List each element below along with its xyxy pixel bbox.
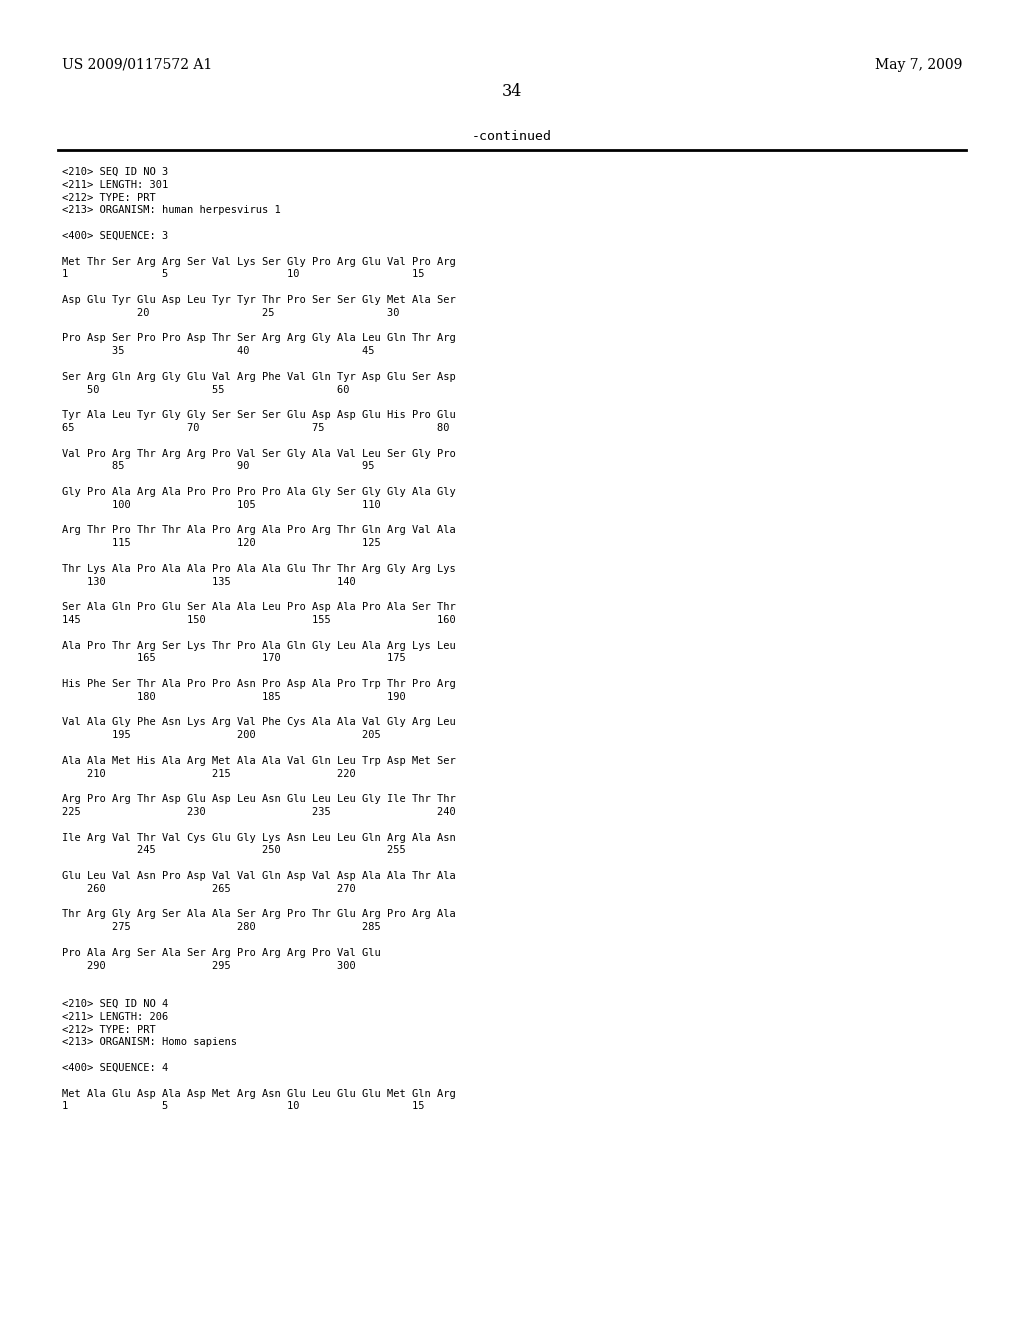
Text: Val Ala Gly Phe Asn Lys Arg Val Phe Cys Ala Ala Val Gly Arg Leu: Val Ala Gly Phe Asn Lys Arg Val Phe Cys …: [62, 717, 456, 727]
Text: <212> TYPE: PRT: <212> TYPE: PRT: [62, 193, 156, 202]
Text: Ile Arg Val Thr Val Cys Glu Gly Lys Asn Leu Leu Gln Arg Ala Asn: Ile Arg Val Thr Val Cys Glu Gly Lys Asn …: [62, 833, 456, 842]
Text: 65                  70                  75                  80: 65 70 75 80: [62, 422, 450, 433]
Text: 245                 250                 255: 245 250 255: [62, 845, 406, 855]
Text: <212> TYPE: PRT: <212> TYPE: PRT: [62, 1024, 156, 1035]
Text: Arg Pro Arg Thr Asp Glu Asp Leu Asn Glu Leu Leu Gly Ile Thr Thr: Arg Pro Arg Thr Asp Glu Asp Leu Asn Glu …: [62, 795, 456, 804]
Text: Glu Leu Val Asn Pro Asp Val Val Gln Asp Val Asp Ala Ala Thr Ala: Glu Leu Val Asn Pro Asp Val Val Gln Asp …: [62, 871, 456, 880]
Text: 50                  55                  60: 50 55 60: [62, 384, 349, 395]
Text: 130                 135                 140: 130 135 140: [62, 577, 355, 586]
Text: 20                  25                  30: 20 25 30: [62, 308, 399, 318]
Text: Pro Ala Arg Ser Ala Ser Arg Pro Arg Arg Pro Val Glu: Pro Ala Arg Ser Ala Ser Arg Pro Arg Arg …: [62, 948, 381, 958]
Text: <213> ORGANISM: human herpesvirus 1: <213> ORGANISM: human herpesvirus 1: [62, 206, 281, 215]
Text: Met Thr Ser Arg Arg Ser Val Lys Ser Gly Pro Arg Glu Val Pro Arg: Met Thr Ser Arg Arg Ser Val Lys Ser Gly …: [62, 256, 456, 267]
Text: Asp Glu Tyr Glu Asp Leu Tyr Tyr Thr Pro Ser Ser Gly Met Ala Ser: Asp Glu Tyr Glu Asp Leu Tyr Tyr Thr Pro …: [62, 294, 456, 305]
Text: Ser Arg Gln Arg Gly Glu Val Arg Phe Val Gln Tyr Asp Glu Ser Asp: Ser Arg Gln Arg Gly Glu Val Arg Phe Val …: [62, 372, 456, 381]
Text: 1               5                   10                  15: 1 5 10 15: [62, 269, 425, 280]
Text: Val Pro Arg Thr Arg Arg Pro Val Ser Gly Ala Val Leu Ser Gly Pro: Val Pro Arg Thr Arg Arg Pro Val Ser Gly …: [62, 449, 456, 458]
Text: 180                 185                 190: 180 185 190: [62, 692, 406, 702]
Text: Gly Pro Ala Arg Ala Pro Pro Pro Pro Ala Gly Ser Gly Gly Ala Gly: Gly Pro Ala Arg Ala Pro Pro Pro Pro Ala …: [62, 487, 456, 498]
Text: Ser Ala Gln Pro Glu Ser Ala Ala Leu Pro Asp Ala Pro Ala Ser Thr: Ser Ala Gln Pro Glu Ser Ala Ala Leu Pro …: [62, 602, 456, 612]
Text: Ala Pro Thr Arg Ser Lys Thr Pro Ala Gln Gly Leu Ala Arg Lys Leu: Ala Pro Thr Arg Ser Lys Thr Pro Ala Gln …: [62, 640, 456, 651]
Text: 165                 170                 175: 165 170 175: [62, 653, 406, 664]
Text: <400> SEQUENCE: 3: <400> SEQUENCE: 3: [62, 231, 168, 242]
Text: Tyr Ala Leu Tyr Gly Gly Ser Ser Ser Glu Asp Asp Glu His Pro Glu: Tyr Ala Leu Tyr Gly Gly Ser Ser Ser Glu …: [62, 411, 456, 420]
Text: <211> LENGTH: 206: <211> LENGTH: 206: [62, 1012, 168, 1022]
Text: Thr Lys Ala Pro Ala Ala Pro Ala Ala Glu Thr Thr Arg Gly Arg Lys: Thr Lys Ala Pro Ala Ala Pro Ala Ala Glu …: [62, 564, 456, 574]
Text: 275                 280                 285: 275 280 285: [62, 923, 381, 932]
Text: <213> ORGANISM: Homo sapiens: <213> ORGANISM: Homo sapiens: [62, 1038, 237, 1047]
Text: <400> SEQUENCE: 4: <400> SEQUENCE: 4: [62, 1063, 168, 1073]
Text: 290                 295                 300: 290 295 300: [62, 961, 355, 970]
Text: Arg Thr Pro Thr Thr Ala Pro Arg Ala Pro Arg Thr Gln Arg Val Ala: Arg Thr Pro Thr Thr Ala Pro Arg Ala Pro …: [62, 525, 456, 536]
Text: 100                 105                 110: 100 105 110: [62, 500, 381, 510]
Text: Thr Arg Gly Arg Ser Ala Ala Ser Arg Pro Thr Glu Arg Pro Arg Ala: Thr Arg Gly Arg Ser Ala Ala Ser Arg Pro …: [62, 909, 456, 920]
Text: May 7, 2009: May 7, 2009: [874, 58, 962, 73]
Text: Met Ala Glu Asp Ala Asp Met Arg Asn Glu Leu Glu Glu Met Gln Arg: Met Ala Glu Asp Ala Asp Met Arg Asn Glu …: [62, 1089, 456, 1098]
Text: 145                 150                 155                 160: 145 150 155 160: [62, 615, 456, 624]
Text: <210> SEQ ID NO 4: <210> SEQ ID NO 4: [62, 999, 168, 1008]
Text: Pro Asp Ser Pro Pro Asp Thr Ser Arg Arg Gly Ala Leu Gln Thr Arg: Pro Asp Ser Pro Pro Asp Thr Ser Arg Arg …: [62, 334, 456, 343]
Text: 35                  40                  45: 35 40 45: [62, 346, 375, 356]
Text: His Phe Ser Thr Ala Pro Pro Asn Pro Asp Ala Pro Trp Thr Pro Arg: His Phe Ser Thr Ala Pro Pro Asn Pro Asp …: [62, 678, 456, 689]
Text: -continued: -continued: [472, 131, 552, 144]
Text: 85                  90                  95: 85 90 95: [62, 462, 375, 471]
Text: 260                 265                 270: 260 265 270: [62, 884, 355, 894]
Text: 34: 34: [502, 83, 522, 100]
Text: <211> LENGTH: 301: <211> LENGTH: 301: [62, 180, 168, 190]
Text: 1               5                   10                  15: 1 5 10 15: [62, 1101, 425, 1111]
Text: 115                 120                 125: 115 120 125: [62, 539, 381, 548]
Text: 225                 230                 235                 240: 225 230 235 240: [62, 807, 456, 817]
Text: Ala Ala Met His Ala Arg Met Ala Ala Val Gln Leu Trp Asp Met Ser: Ala Ala Met His Ala Arg Met Ala Ala Val …: [62, 756, 456, 766]
Text: US 2009/0117572 A1: US 2009/0117572 A1: [62, 58, 212, 73]
Text: <210> SEQ ID NO 3: <210> SEQ ID NO 3: [62, 168, 168, 177]
Text: 195                 200                 205: 195 200 205: [62, 730, 381, 741]
Text: 210                 215                 220: 210 215 220: [62, 768, 355, 779]
